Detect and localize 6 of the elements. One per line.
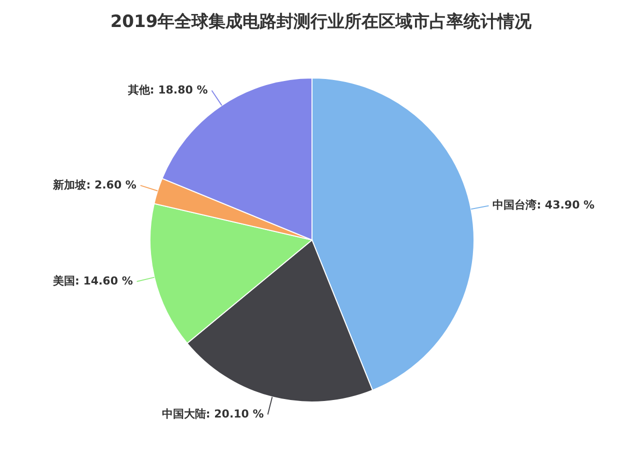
slice-label: 其他: 18.80 %	[126, 83, 208, 96]
slice-label: 中国台湾: 43.90 %	[492, 198, 595, 212]
slice-label: 美国: 14.60 %	[52, 274, 133, 288]
slice-label: 新加坡: 2.60 %	[52, 178, 136, 192]
slice-label: 中国大陆: 20.10 %	[162, 407, 264, 420]
chart-title: 2019年全球集成电路封测行业所在区域市占率统计情况	[110, 12, 533, 32]
